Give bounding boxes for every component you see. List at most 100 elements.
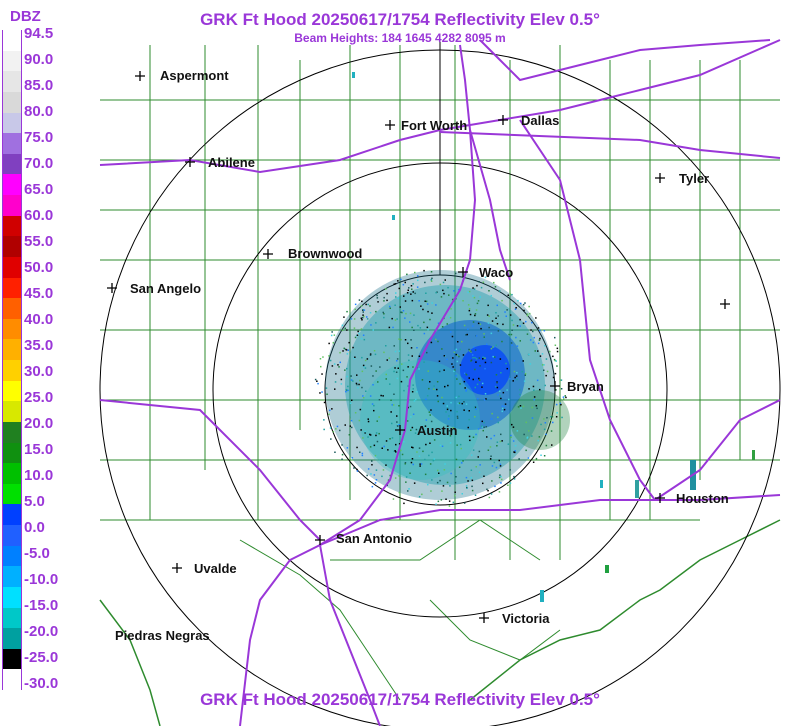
legend-color-swatch xyxy=(2,215,22,237)
legend-color-swatch xyxy=(2,483,22,505)
city-marker: Aspermont xyxy=(135,68,229,83)
legend-tick-label: 10.0 xyxy=(24,467,54,484)
legend-color-swatch xyxy=(2,30,22,51)
city-plus-icon xyxy=(185,157,195,167)
city-plus-icon xyxy=(315,535,325,545)
city-label: Aspermont xyxy=(160,68,229,83)
legend-tick-label: 90.0 xyxy=(24,51,54,68)
city-marker: Abilene xyxy=(185,155,255,170)
city-marker: Austin xyxy=(395,423,458,438)
legend-unit-label: DBZ xyxy=(10,8,41,25)
legend-color-swatch xyxy=(2,50,22,72)
city-marker: Piedras Negras xyxy=(115,628,210,643)
city-label: Bryan xyxy=(567,379,604,394)
legend-tick-label: 94.5 xyxy=(24,25,54,42)
legend-color-swatch xyxy=(2,525,22,546)
city-marker: Houston xyxy=(655,491,729,506)
legend-tick-label: 45.0 xyxy=(24,285,54,302)
legend-color-swatch xyxy=(2,195,22,216)
beam-heights: Beam Heights: 184 1645 4282 8095 m xyxy=(294,31,506,45)
unlabeled-plus-icon xyxy=(720,299,730,309)
legend-color-swatch xyxy=(2,669,22,691)
city-marker: San Angelo xyxy=(107,281,201,296)
legend-color-swatch xyxy=(2,256,22,278)
legend-tick-label: -20.0 xyxy=(24,623,59,640)
legend-color-swatch xyxy=(2,318,22,340)
highways xyxy=(99,39,781,726)
legend-tick-label: 60.0 xyxy=(24,207,54,224)
legend-color-swatch xyxy=(2,648,22,670)
coastline xyxy=(469,519,781,701)
city-plus-icon xyxy=(655,173,665,183)
city-marker: Waco xyxy=(458,265,513,280)
legend-color-swatch xyxy=(2,174,22,196)
legend-tick-label: 80.0 xyxy=(24,103,54,120)
legend-tick-label: -5.0 xyxy=(24,545,50,562)
legend-color-swatch xyxy=(2,545,22,567)
legend-color-swatch xyxy=(2,298,22,320)
legend-color-swatch xyxy=(2,463,22,485)
legend-color-swatch xyxy=(2,133,22,155)
city-plus-icon xyxy=(395,425,405,435)
legend-tick-label: 50.0 xyxy=(24,259,54,276)
city-label: San Antonio xyxy=(336,531,412,546)
city-marker: Bryan xyxy=(550,379,604,394)
legend-color-swatch xyxy=(2,421,22,443)
legend-tick-label: 70.0 xyxy=(24,155,54,172)
city-plus-icon xyxy=(263,249,273,259)
legend-tick-label: 75.0 xyxy=(24,129,54,146)
city-plus-icon xyxy=(550,381,560,391)
legend-color-swatch xyxy=(2,504,22,526)
dbz-legend: DBZ 94.5 90.0 85.0 80.0 75.0 70.0 65.0 60.0 55.0… xyxy=(0,0,70,726)
city-marker: Tyler xyxy=(655,171,709,186)
legend-tick-label: 5.0 xyxy=(24,493,45,510)
legend-color-swatch xyxy=(2,380,22,402)
legend-tick-label: -25.0 xyxy=(24,649,59,666)
city-markers: Aspermont Fort Worth Dallas Abilene Tyler Bro… xyxy=(107,68,730,643)
legend-tick-label: -10.0 xyxy=(24,571,59,588)
city-plus-icon xyxy=(172,563,182,573)
legend-tick-label: 0.0 xyxy=(24,519,45,536)
city-label: Austin xyxy=(417,423,458,438)
legend-tick-label: 35.0 xyxy=(24,337,54,354)
city-marker: San Antonio xyxy=(315,531,412,546)
city-plus-icon xyxy=(479,613,489,623)
legend-tick-label: 65.0 xyxy=(24,181,54,198)
legend-tick-label: 40.0 xyxy=(24,311,54,328)
legend-color-swatch xyxy=(2,401,22,423)
city-label: Houston xyxy=(676,491,729,506)
legend-tick-label: 25.0 xyxy=(24,389,54,406)
legend-tick-label: -15.0 xyxy=(24,597,59,614)
legend-color-swatch xyxy=(2,628,22,650)
legend-color-swatch xyxy=(2,586,22,608)
legend-color-swatch xyxy=(2,360,22,381)
map-title: GRK Ft Hood 20250617/1754 Reflectivity E… xyxy=(200,10,600,29)
city-marker: Brownwood xyxy=(263,246,362,261)
city-label: Abilene xyxy=(208,155,255,170)
legend-color-swatch xyxy=(2,566,22,588)
city-marker: Dallas xyxy=(498,113,559,128)
legend-tick-label: 55.0 xyxy=(24,233,54,250)
city-plus-icon xyxy=(655,493,665,503)
legend-tick-label: 20.0 xyxy=(24,415,54,432)
echo-speckles xyxy=(314,269,567,507)
city-label: Victoria xyxy=(502,611,550,626)
legend-color-swatch xyxy=(2,339,22,361)
legend-tick-label: 30.0 xyxy=(24,363,54,380)
city-label: Piedras Negras xyxy=(115,628,210,643)
legend-color-swatch xyxy=(2,236,22,258)
city-label: Uvalde xyxy=(194,561,237,576)
legend-color-swatch xyxy=(2,112,22,134)
city-label: Dallas xyxy=(521,113,559,128)
city-label: Waco xyxy=(479,265,513,280)
city-label: Brownwood xyxy=(288,246,362,261)
legend-tick-label: -30.0 xyxy=(24,675,59,692)
city-label: Tyler xyxy=(679,171,709,186)
legend-tick-label: 15.0 xyxy=(24,441,54,458)
city-label: San Angelo xyxy=(130,281,201,296)
legend-color-swatch xyxy=(2,607,22,629)
legend-color-swatch xyxy=(2,71,22,93)
city-marker: Fort Worth xyxy=(385,118,467,133)
